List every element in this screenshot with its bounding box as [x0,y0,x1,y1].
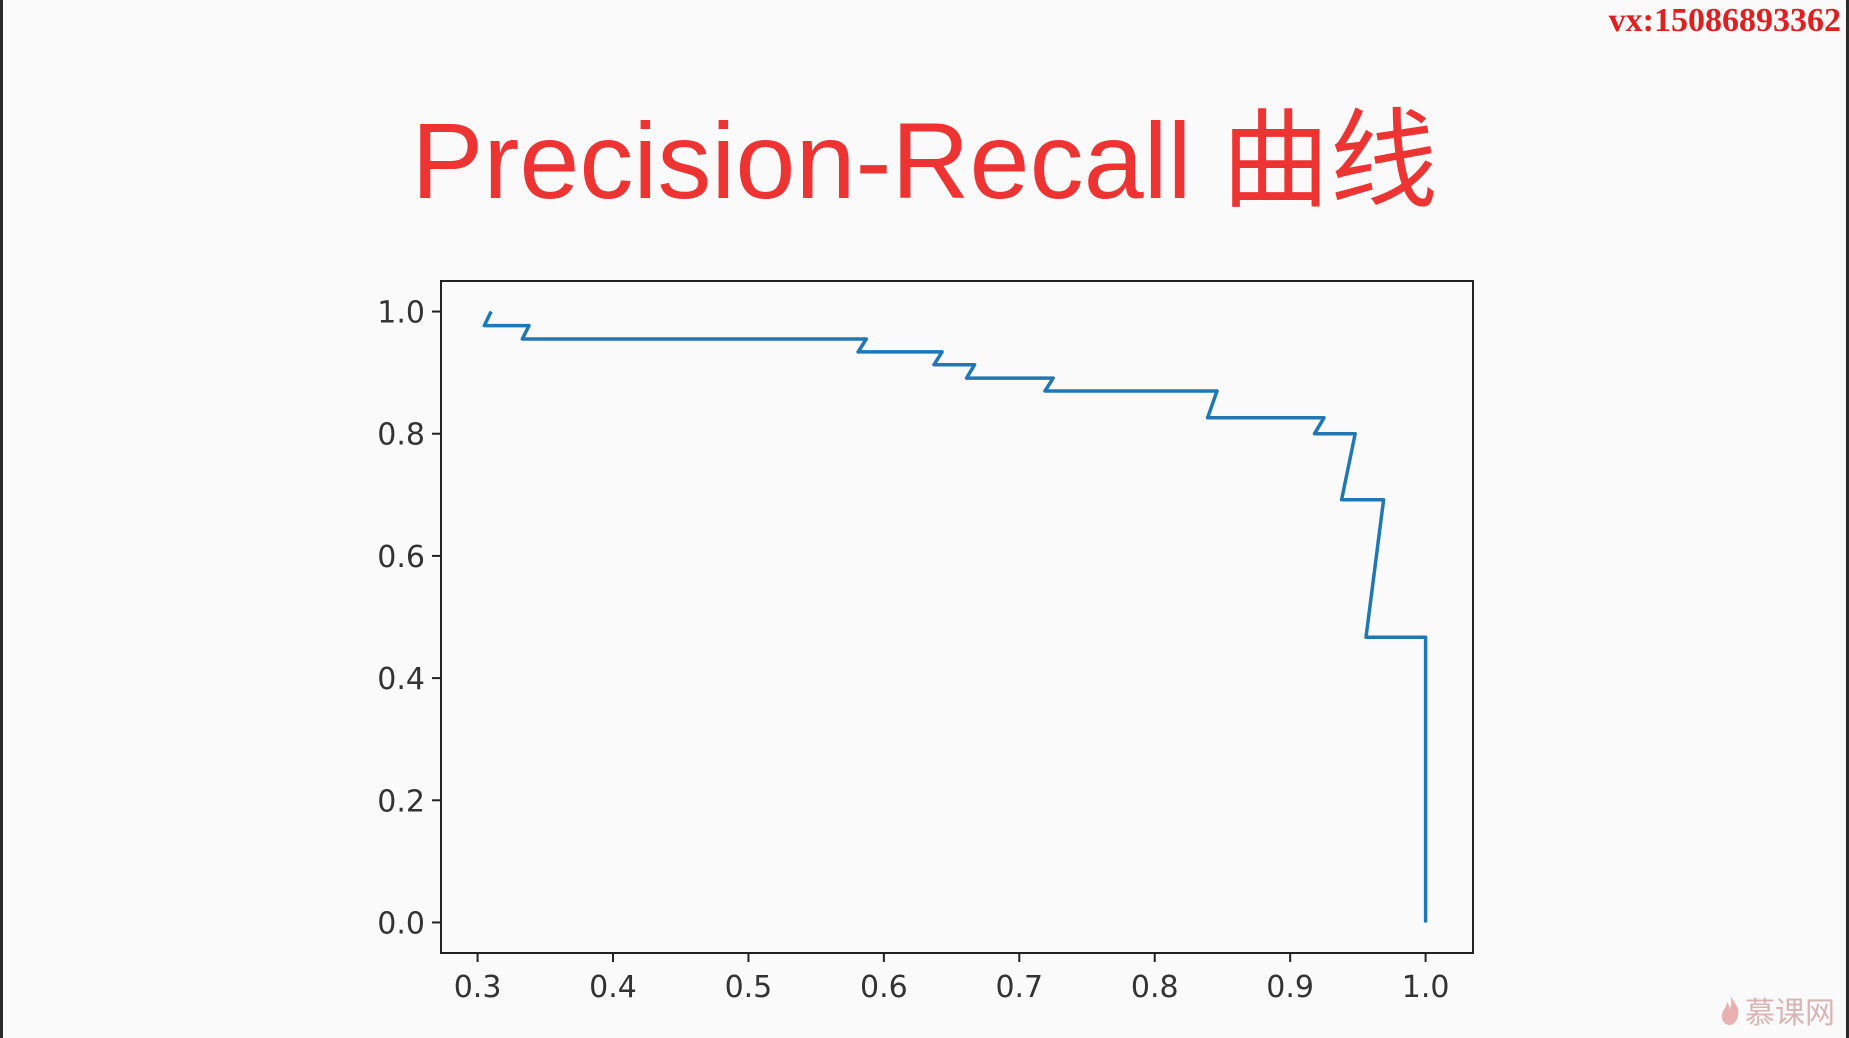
y-tick-label: 0.6 [377,540,425,575]
brand-logo-text: 慕课网 [1745,996,1835,1031]
brand-logo: 慕课网 [1719,988,1835,1032]
pr-curve-line [482,310,1428,923]
right-window-edge [1846,0,1849,1038]
y-tick-label: 1.0 [377,296,425,331]
x-axis-ticks: 0.3 0.4 0.5 0.6 0.7 0.8 0.9 1.0 [454,953,1450,1005]
x-tick-label: 0.9 [1266,970,1314,1005]
x-tick-label: 0.3 [454,970,502,1005]
x-tick-label: 1.0 [1402,970,1450,1005]
x-tick-label: 0.4 [589,970,637,1005]
flame-icon [1721,995,1739,1025]
plot-frame [440,280,1474,954]
watermark-contact: vx:15086893362 [1608,2,1841,39]
series-group [482,310,1428,923]
y-tick-label: 0.2 [377,784,425,819]
y-axis-ticks: 0.0 0.2 0.4 0.6 0.8 1.0 [377,296,441,941]
left-window-edge [0,0,3,1038]
y-tick-label: 0.8 [377,418,425,453]
x-tick-label: 0.8 [1131,970,1179,1005]
slide-title: Precision-Recall 曲线 [411,100,1438,221]
x-tick-label: 0.6 [860,970,908,1005]
x-tick-label: 0.7 [995,970,1043,1005]
x-tick-label: 0.5 [725,970,773,1005]
y-tick-label: 0.0 [377,906,425,941]
y-tick-label: 0.4 [377,662,425,697]
